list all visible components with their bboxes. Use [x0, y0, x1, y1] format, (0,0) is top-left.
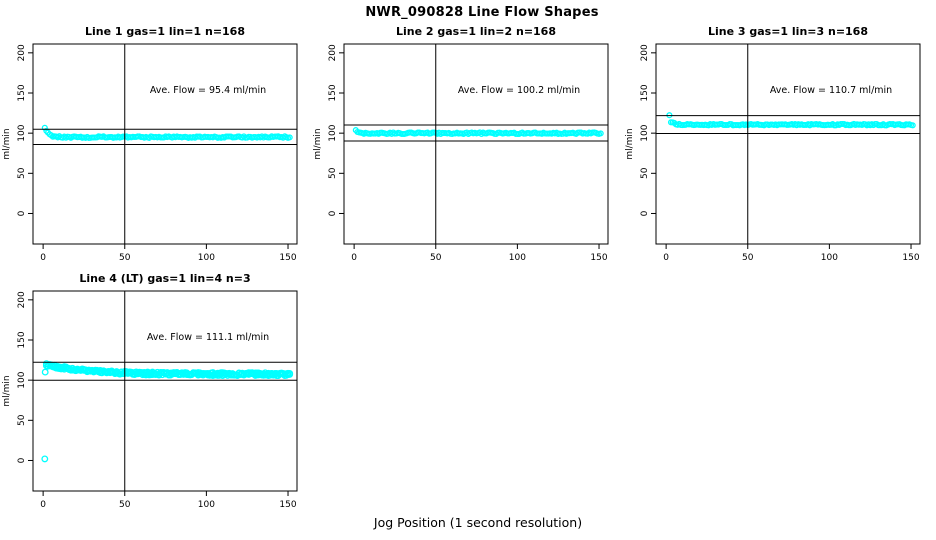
data-point	[119, 369, 127, 377]
data-point	[57, 363, 65, 371]
y-tick-label: 150	[17, 331, 27, 348]
panel-title: Line 4 (LT) gas=1 lin=4 n=3	[79, 272, 250, 285]
data-points	[41, 360, 294, 463]
y-tick-label: 0	[17, 210, 27, 216]
panel-line-2: 0 50 100 150 0 50 100 150 200 ml/min Line 2 gas=1 …	[313, 25, 609, 263]
x-tick-label: 150	[590, 253, 607, 263]
y-tick-label: 0	[640, 210, 650, 216]
data-point	[132, 368, 140, 376]
y-tick-label: 150	[17, 84, 27, 101]
data-point	[909, 122, 916, 129]
data-point	[286, 134, 293, 141]
y-axis-label: ml/min	[625, 128, 635, 159]
y-axis-label: ml/min	[2, 375, 12, 406]
data-point	[103, 369, 111, 377]
data-point-outlier	[41, 455, 49, 463]
plot-frame	[343, 43, 609, 245]
x-tick-label: 100	[198, 500, 215, 510]
y-tick-label: 100	[17, 371, 27, 388]
data-point	[98, 368, 106, 376]
ave-flow-annotation: Ave. Flow = 100.2 ml/min	[458, 85, 580, 96]
y-axis-label: ml/min	[313, 128, 323, 159]
x-tick-label: 0	[40, 500, 46, 510]
data-point	[597, 130, 604, 137]
data-point	[268, 369, 276, 377]
data-point	[41, 124, 48, 131]
data-points	[41, 124, 293, 141]
data-points	[352, 127, 604, 138]
y-tick-label: 200	[328, 44, 338, 61]
y-axis-label: ml/min	[2, 128, 12, 159]
data-point-outlier	[41, 368, 49, 376]
y-tick-label: 50	[640, 167, 650, 179]
x-tick-label: 100	[821, 253, 838, 263]
plot-frame	[655, 43, 921, 245]
chart-main-title: NWR_090828 Line Flow Shapes	[365, 5, 599, 20]
panel-title: Line 3 gas=1 lin=3 n=168	[708, 25, 868, 38]
data-points	[666, 112, 916, 129]
y-tick-label: 50	[17, 414, 27, 426]
x-tick-label: 50	[430, 253, 442, 263]
panel-title: Line 2 gas=1 lin=2 n=168	[396, 25, 556, 38]
data-point	[281, 370, 289, 378]
x-tick-label: 0	[351, 253, 357, 263]
ave-flow-annotation: Ave. Flow = 110.7 ml/min	[770, 85, 892, 96]
x-tick-label: 50	[119, 253, 131, 263]
x-tick-label: 100	[198, 253, 215, 263]
panel-line-1: 0 50 100 150 0 50 100 150 200 ml/min Line 1 gas=1 …	[2, 25, 298, 263]
data-point	[44, 362, 52, 370]
plot-frame	[32, 43, 298, 245]
ave-flow-annotation: Ave. Flow = 95.4 ml/min	[150, 85, 266, 96]
x-tick-label: 150	[902, 253, 919, 263]
data-point	[180, 370, 187, 378]
x-tick-label: 100	[509, 253, 526, 263]
data-point	[258, 370, 266, 378]
x-tick-label: 150	[279, 253, 296, 263]
y-tick-label: 150	[640, 84, 650, 101]
x-axis-label: Jog Position (1 second resolution)	[373, 515, 583, 530]
plot-frame	[32, 290, 298, 492]
y-tick-label: 200	[17, 44, 27, 61]
data-point	[163, 369, 171, 377]
y-tick-label: 200	[17, 291, 27, 308]
x-tick-label: 150	[279, 500, 296, 510]
y-tick-label: 0	[328, 210, 338, 216]
y-tick-label: 100	[17, 124, 27, 141]
data-point	[286, 370, 294, 378]
panel-line-4: 0 50 100 150 0 50 100 150 200 ml/min Line 4 (LT) g…	[2, 272, 298, 510]
data-point	[77, 366, 85, 374]
y-tick-label: 100	[640, 124, 650, 141]
y-tick-label: 0	[17, 457, 27, 463]
panel-line-3: 0 50 100 150 0 50 100 150 200 ml/min Line 3 gas=1 …	[625, 25, 921, 263]
x-tick-label: 50	[119, 500, 131, 510]
ave-flow-annotation: Ave. Flow = 111.1 ml/min	[147, 332, 269, 343]
y-tick-label: 50	[328, 167, 338, 179]
y-tick-label: 200	[640, 44, 650, 61]
y-tick-label: 100	[328, 124, 338, 141]
data-point	[72, 367, 80, 375]
x-tick-label: 50	[742, 253, 754, 263]
data-point	[255, 371, 263, 379]
data-point	[67, 366, 75, 374]
y-tick-label: 150	[328, 84, 338, 101]
x-tick-label: 0	[663, 253, 669, 263]
data-point	[173, 369, 181, 377]
x-tick-label: 0	[40, 253, 46, 263]
y-tick-label: 50	[17, 167, 27, 179]
panel-title: Line 1 gas=1 lin=1 n=168	[85, 25, 245, 38]
data-point	[54, 364, 62, 372]
